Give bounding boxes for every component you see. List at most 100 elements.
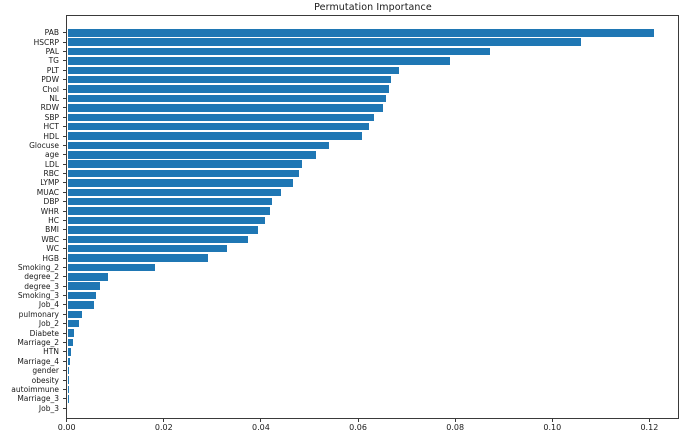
x-tick bbox=[357, 418, 359, 422]
bar bbox=[67, 273, 109, 281]
y-tick-label: WHR bbox=[40, 206, 59, 216]
y-tick-label: PAL bbox=[45, 47, 59, 57]
bar bbox=[67, 141, 329, 150]
bar bbox=[67, 57, 451, 65]
bar bbox=[67, 122, 369, 131]
x-tick-label: 0.02 bbox=[154, 423, 173, 433]
x-tick-label: 0.10 bbox=[543, 423, 562, 433]
bar bbox=[67, 357, 70, 366]
y-tick-label: DBP bbox=[43, 197, 59, 207]
y-tick-label: BMI bbox=[45, 225, 59, 235]
bar bbox=[67, 348, 72, 356]
bar bbox=[67, 254, 208, 262]
bar bbox=[67, 235, 249, 244]
y-tick bbox=[62, 135, 66, 137]
y-tick-label: Diabete bbox=[29, 328, 59, 338]
x-tick bbox=[66, 418, 68, 422]
y-tick bbox=[62, 220, 66, 221]
y-tick-label: SBP bbox=[44, 112, 59, 122]
bar bbox=[67, 38, 582, 46]
bar bbox=[67, 244, 227, 253]
bar bbox=[67, 216, 265, 225]
bar bbox=[67, 329, 74, 337]
y-tick bbox=[62, 182, 66, 184]
y-tick bbox=[62, 163, 66, 165]
bar bbox=[67, 188, 282, 197]
y-tick-label: Smoking_2 bbox=[17, 262, 59, 272]
y-tick bbox=[62, 154, 66, 156]
y-tick-label: Job_3 bbox=[38, 403, 59, 413]
y-tick bbox=[62, 295, 66, 297]
y-tick-label: HTN bbox=[43, 347, 59, 357]
y-tick bbox=[62, 191, 66, 193]
bar bbox=[67, 75, 392, 84]
y-tick bbox=[62, 69, 66, 71]
y-tick-label: HDL bbox=[43, 131, 59, 141]
y-tick-label: NL bbox=[49, 93, 59, 103]
bar bbox=[67, 263, 155, 272]
y-tick-label: WC bbox=[46, 244, 59, 254]
bar bbox=[67, 179, 293, 187]
y-tick bbox=[62, 210, 66, 212]
y-tick-label: Marriage_4 bbox=[17, 356, 59, 366]
bar bbox=[67, 301, 94, 309]
y-tick bbox=[62, 60, 66, 62]
y-tick-label: degree_3 bbox=[24, 281, 59, 291]
bar bbox=[67, 47, 491, 56]
y-tick-label: HCT bbox=[43, 122, 59, 132]
y-tick bbox=[62, 107, 66, 109]
y-tick-label: WBC bbox=[41, 234, 59, 244]
y-tick bbox=[62, 323, 66, 325]
bar bbox=[67, 160, 302, 168]
y-tick-label: HC bbox=[48, 216, 59, 225]
y-tick-label: gender bbox=[32, 366, 59, 376]
y-tick-label: Chol bbox=[42, 84, 59, 94]
y-tick-label: TG bbox=[48, 56, 59, 66]
y-tick-label: Glocuse bbox=[29, 140, 59, 150]
y-tick bbox=[62, 332, 66, 334]
y-tick-label: HGB bbox=[42, 253, 59, 263]
bar bbox=[67, 113, 375, 121]
y-tick bbox=[62, 79, 66, 81]
y-tick bbox=[62, 370, 66, 372]
bar bbox=[67, 66, 399, 75]
x-tick bbox=[551, 418, 553, 422]
y-tick bbox=[62, 257, 66, 259]
y-tick-label: Job_4 bbox=[38, 300, 59, 310]
y-tick bbox=[62, 304, 66, 306]
bar bbox=[67, 338, 74, 347]
y-tick-label: degree_2 bbox=[24, 272, 59, 282]
x-tick-label: 0.08 bbox=[446, 423, 465, 433]
y-tick bbox=[62, 144, 66, 146]
y-tick bbox=[62, 379, 66, 381]
y-tick bbox=[62, 285, 66, 287]
y-tick bbox=[62, 266, 66, 268]
x-tick-label: 0.06 bbox=[349, 423, 367, 433]
bar bbox=[67, 104, 383, 112]
y-tick bbox=[62, 313, 66, 315]
x-tick bbox=[163, 418, 165, 422]
y-tick bbox=[62, 248, 66, 250]
x-tick-label: 0.12 bbox=[640, 423, 659, 433]
x-tick-label: 0.00 bbox=[57, 423, 76, 433]
bar bbox=[67, 310, 83, 319]
y-tick-label: LYMP bbox=[40, 178, 59, 188]
y-tick-label: PAB bbox=[44, 28, 59, 38]
y-tick-label: RBC bbox=[43, 169, 59, 179]
bar bbox=[67, 169, 300, 178]
x-tick bbox=[648, 418, 650, 422]
y-tick bbox=[62, 32, 66, 34]
y-tick-label: pulmonary bbox=[18, 309, 59, 319]
y-tick bbox=[62, 342, 66, 343]
y-tick-label: Smoking_3 bbox=[17, 291, 59, 301]
y-tick bbox=[62, 407, 66, 409]
y-tick bbox=[62, 201, 66, 203]
y-tick bbox=[62, 360, 66, 362]
bar bbox=[67, 94, 386, 103]
y-tick-label: obesity bbox=[31, 375, 59, 385]
y-tick bbox=[62, 116, 66, 118]
y-tick bbox=[62, 229, 66, 231]
bar bbox=[67, 366, 69, 375]
y-tick-label: PDW bbox=[41, 75, 59, 85]
bar bbox=[67, 151, 317, 159]
